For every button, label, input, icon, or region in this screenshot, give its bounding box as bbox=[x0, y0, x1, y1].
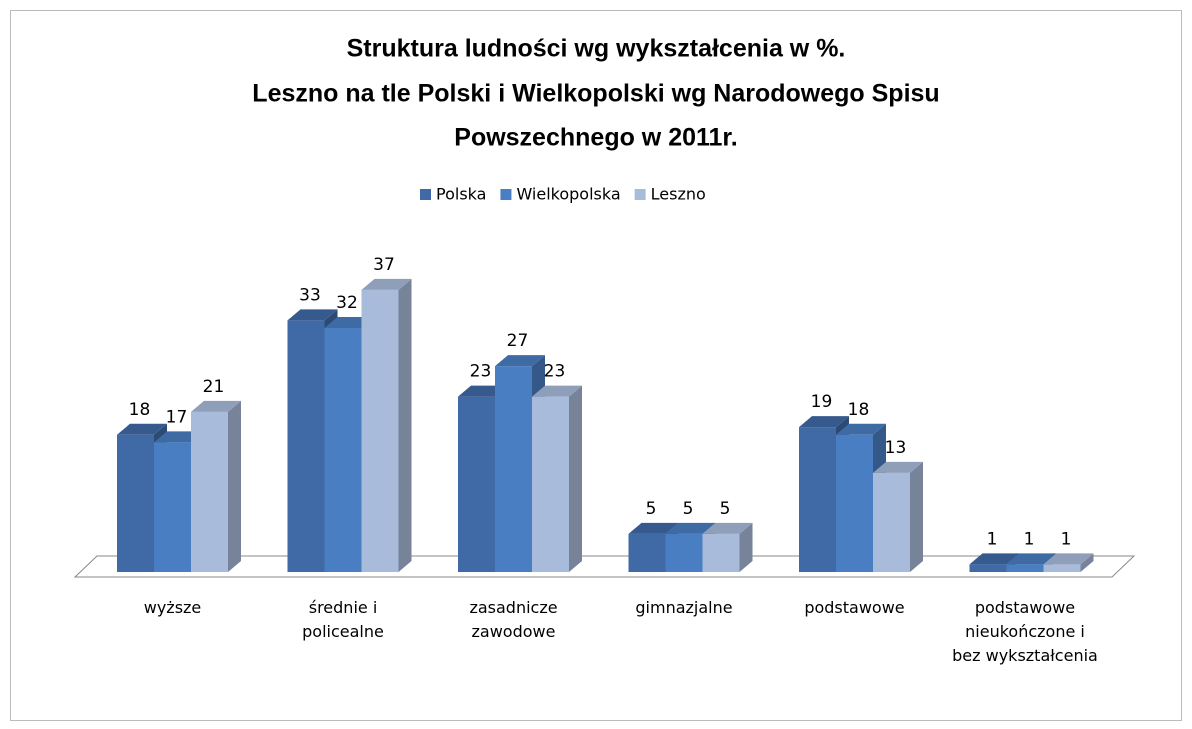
bar-side bbox=[1080, 553, 1094, 572]
data-label: 1 bbox=[1024, 529, 1035, 549]
bar bbox=[117, 434, 154, 572]
data-label: 5 bbox=[646, 499, 657, 519]
bar bbox=[799, 427, 836, 572]
bar bbox=[665, 533, 703, 572]
x-tick-label: wyższe bbox=[143, 598, 202, 617]
data-label: 23 bbox=[470, 362, 492, 382]
data-label: 19 bbox=[811, 392, 833, 412]
legend-label: Leszno bbox=[651, 185, 706, 204]
bar-top bbox=[495, 355, 545, 367]
bar-top bbox=[287, 309, 338, 321]
bar-side bbox=[398, 278, 412, 572]
bar-top bbox=[665, 522, 716, 534]
data-label: 1 bbox=[987, 529, 998, 549]
bar-top bbox=[628, 522, 679, 534]
bar bbox=[361, 289, 399, 572]
bar bbox=[969, 564, 1007, 572]
bar bbox=[532, 396, 569, 572]
bar-top bbox=[1006, 553, 1057, 565]
bar bbox=[628, 533, 666, 572]
chart-title: Powszechnego w 2011r. bbox=[454, 124, 737, 152]
legend-swatch bbox=[634, 189, 646, 200]
data-label: 1 bbox=[1061, 529, 1072, 549]
bar bbox=[287, 320, 325, 572]
bar-top bbox=[836, 423, 886, 435]
bar-top bbox=[191, 400, 241, 412]
bar-side bbox=[228, 400, 241, 572]
bar-side bbox=[569, 385, 582, 572]
legend-label: Wielkopolska bbox=[516, 185, 620, 204]
data-label: 18 bbox=[129, 400, 151, 420]
bar-top bbox=[361, 278, 412, 290]
bar bbox=[873, 472, 910, 572]
data-label: 5 bbox=[683, 499, 694, 519]
bar-top bbox=[969, 553, 1020, 565]
x-tick-label: gimnazjalne bbox=[635, 598, 733, 617]
bar-side bbox=[910, 461, 923, 572]
x-tick-label-box: zasadnicze zawodowe bbox=[469, 598, 558, 641]
legend-swatch bbox=[420, 189, 431, 200]
x-tick-label: zasadnicze zawodowe bbox=[469, 598, 558, 641]
bar bbox=[191, 411, 228, 572]
data-label: 27 bbox=[507, 331, 529, 351]
data-label: 17 bbox=[166, 407, 188, 427]
data-label: 13 bbox=[885, 438, 907, 458]
bar bbox=[458, 396, 495, 572]
data-label: 21 bbox=[203, 377, 225, 397]
x-tick-label-box: gimnazjalne bbox=[635, 598, 733, 617]
bar bbox=[1043, 564, 1081, 572]
bar bbox=[495, 366, 532, 572]
bar bbox=[836, 434, 873, 572]
x-tick-label: średnie i policealne bbox=[302, 598, 384, 641]
data-label: 37 bbox=[373, 255, 395, 275]
x-tick-label-box: wyższe bbox=[143, 598, 202, 617]
legend-label: Polska bbox=[436, 185, 486, 204]
data-label: 23 bbox=[544, 362, 566, 382]
bar bbox=[1006, 564, 1044, 572]
bar bbox=[154, 442, 191, 572]
bar bbox=[702, 533, 740, 572]
bar-top bbox=[532, 385, 582, 397]
data-label: 5 bbox=[720, 499, 731, 519]
bar-top bbox=[702, 522, 753, 534]
x-tick-label-box: podstawowe nieukończone i bez wykształce… bbox=[952, 598, 1098, 665]
bar-top bbox=[117, 423, 167, 435]
bar bbox=[324, 328, 362, 572]
data-label: 32 bbox=[336, 293, 358, 313]
chart-title: Struktura ludności wg wykształcenia w %. bbox=[347, 35, 846, 63]
bar-top bbox=[1043, 553, 1094, 565]
bar-top bbox=[799, 416, 849, 428]
chart-frame bbox=[10, 10, 1182, 721]
legend-swatch bbox=[500, 189, 512, 200]
data-label: 33 bbox=[299, 285, 321, 305]
x-tick-label: podstawowe nieukończone i bez wykształce… bbox=[952, 598, 1098, 665]
data-label: 18 bbox=[848, 400, 870, 420]
bar-side bbox=[739, 522, 753, 572]
x-tick-label-box: średnie i policealne bbox=[302, 598, 384, 641]
chart-title: Leszno na tle Polski i Wielkopolski wg N… bbox=[252, 80, 939, 108]
x-tick-label-box: podstawowe bbox=[804, 598, 905, 617]
x-tick-label: podstawowe bbox=[804, 598, 905, 617]
bar-top bbox=[873, 461, 923, 473]
